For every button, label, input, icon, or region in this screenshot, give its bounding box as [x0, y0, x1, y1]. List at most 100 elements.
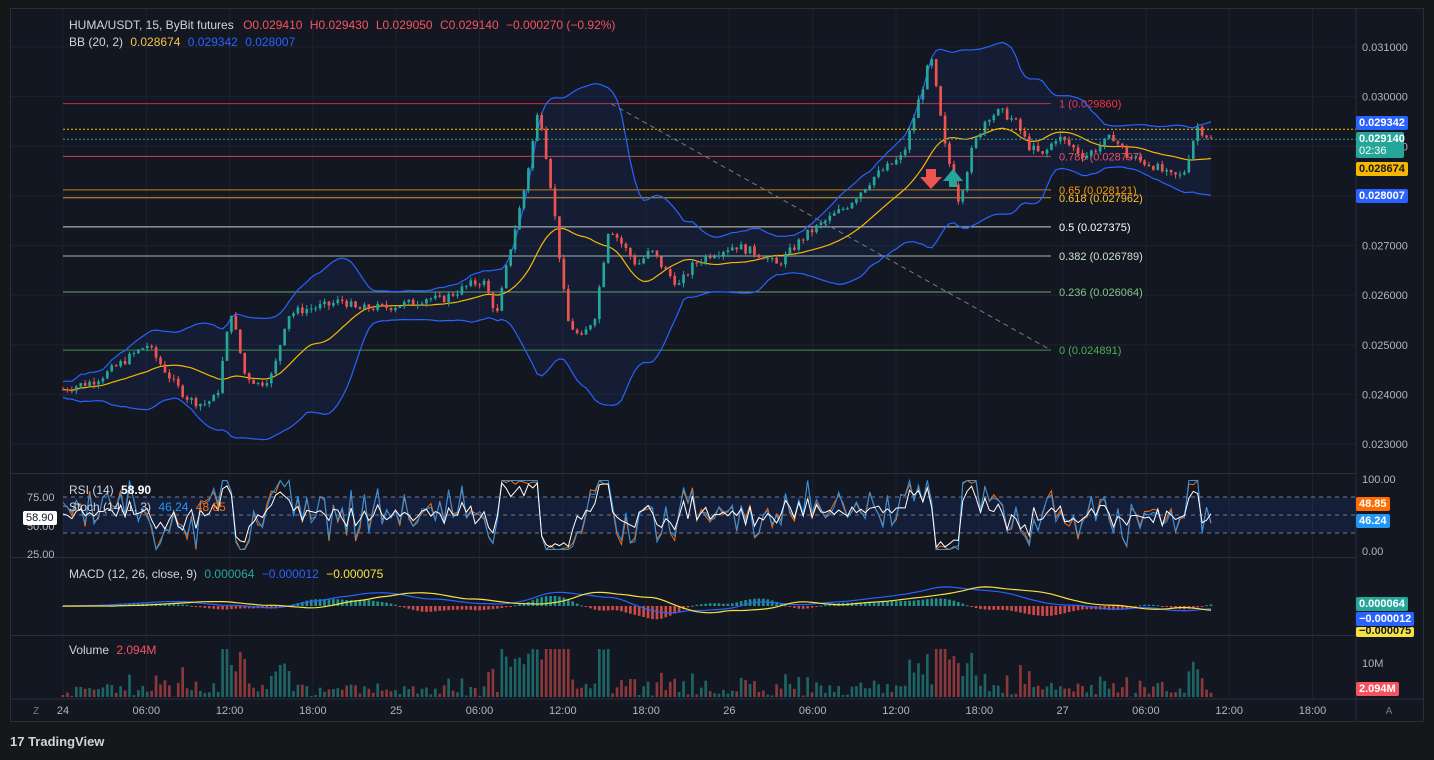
- macd-hist-bar: [447, 606, 450, 611]
- macd-hist-bar: [965, 605, 969, 607]
- macd-hist-bar: [859, 602, 863, 606]
- candle-body: [1089, 150, 1093, 156]
- volume-bar: [491, 668, 495, 697]
- candle-body: [1001, 108, 1005, 110]
- candle-body: [1107, 134, 1111, 139]
- volume-bar: [806, 677, 809, 697]
- volume-bar: [1200, 678, 1204, 697]
- candle-body: [970, 147, 973, 173]
- candle-body: [168, 372, 171, 379]
- volume-tick-label: 10M: [1362, 658, 1383, 670]
- volume-bar: [456, 692, 459, 697]
- macd-hist-bar: [606, 606, 610, 611]
- candle-body: [349, 301, 353, 307]
- volume-bar: [234, 671, 238, 697]
- volume-bar: [748, 683, 752, 697]
- candle-body: [695, 262, 699, 264]
- candle-body: [340, 299, 344, 301]
- macd-hist-bar: [1169, 606, 1173, 608]
- price-tick-label: 0.025000: [1362, 340, 1408, 352]
- candle-body: [664, 267, 668, 270]
- candle-body: [553, 188, 557, 217]
- volume-bar: [1010, 694, 1013, 697]
- pane-separator[interactable]: [11, 635, 1356, 636]
- macd-hist-bar: [943, 598, 947, 606]
- candle-body: [318, 304, 322, 309]
- volume-tag: 2.094M: [1356, 682, 1399, 696]
- volume-bar: [961, 675, 965, 697]
- candle-body: [1200, 126, 1204, 136]
- macd-hist-bar: [890, 601, 894, 606]
- rsi-label: RSI (14): [69, 483, 114, 497]
- macd-hist-bar: [828, 604, 832, 606]
- volume-bar: [664, 690, 668, 697]
- volume-bar: [735, 691, 739, 697]
- candle-body: [496, 308, 499, 311]
- volume-bar: [101, 687, 105, 697]
- volume-bar: [819, 685, 823, 697]
- fib-trendline: [610, 103, 1052, 351]
- candle-body: [566, 288, 570, 322]
- macd-hist-bar: [881, 601, 885, 606]
- macd-hist-bar: [336, 599, 340, 606]
- candle-body: [225, 331, 229, 361]
- macd-hist-bar: [194, 606, 198, 607]
- volume-bar: [1121, 687, 1124, 697]
- candle-body: [283, 328, 286, 346]
- macd-hist-bar: [642, 606, 645, 617]
- volume-bar: [695, 694, 699, 697]
- candle-body: [846, 208, 849, 210]
- macd-hist-bar: [775, 601, 778, 606]
- macd-hist-bar: [633, 606, 637, 615]
- candle-body: [584, 329, 588, 335]
- volume-bar: [558, 649, 561, 697]
- candle-body: [886, 163, 889, 171]
- volume-bar: [389, 691, 393, 697]
- pane-separator[interactable]: [11, 557, 1356, 558]
- volume-bar: [114, 692, 118, 697]
- macd-hist-bar: [988, 606, 991, 610]
- volume-bar: [801, 695, 805, 697]
- macd-hist-bar: [1152, 604, 1155, 606]
- macd-hist-bar: [801, 606, 805, 609]
- candle-body: [713, 256, 716, 258]
- volume-bar: [252, 687, 255, 697]
- tradingview-logo[interactable]: 17 TradingView: [10, 734, 105, 749]
- volume-bar: [983, 673, 987, 697]
- candle-body: [983, 121, 987, 134]
- macd-hist-bar: [668, 606, 672, 616]
- chart-frame[interactable]: 24 06:00 12:00 18:00 25 06:00 12:00 18:00 26 06:0…: [10, 8, 1424, 722]
- time-tick-label: 24: [57, 705, 69, 717]
- macd-hist-bar: [651, 606, 654, 620]
- macd-hist-bar: [163, 603, 167, 606]
- macd-hist-bar: [996, 606, 1000, 610]
- candle-body: [699, 262, 703, 264]
- volume-bar: [496, 691, 499, 697]
- macd-hist-bar: [970, 606, 973, 607]
- candle-body: [841, 208, 845, 210]
- chart-canvas[interactable]: 24 06:00 12:00 18:00 25 06:00 12:00 18:00 26 06:0…: [11, 9, 1424, 722]
- macd-hist-bar: [549, 595, 552, 606]
- candle-body: [819, 222, 823, 226]
- volume-bar: [301, 684, 304, 697]
- macd-hist-bar: [1125, 606, 1129, 609]
- candle-body: [145, 345, 149, 349]
- volume-bar: [1027, 671, 1031, 697]
- pane-separator[interactable]: [11, 473, 1356, 474]
- volume-bar: [402, 686, 406, 697]
- macd-hist-bar: [819, 605, 823, 607]
- candle-body: [748, 246, 752, 254]
- candle-body: [394, 307, 397, 311]
- volume-bar: [757, 691, 761, 697]
- macd-hist-bar: [1116, 606, 1120, 610]
- candle-body: [150, 345, 153, 348]
- volume-bar: [828, 685, 832, 697]
- candle-body: [345, 300, 349, 307]
- macd-hist-bar: [917, 600, 920, 606]
- candle-body: [708, 255, 712, 258]
- volume-bar: [128, 674, 131, 697]
- candle-body: [872, 176, 876, 186]
- volume-bar: [943, 649, 947, 697]
- volume-bar: [1103, 681, 1106, 697]
- candle-body: [801, 239, 805, 241]
